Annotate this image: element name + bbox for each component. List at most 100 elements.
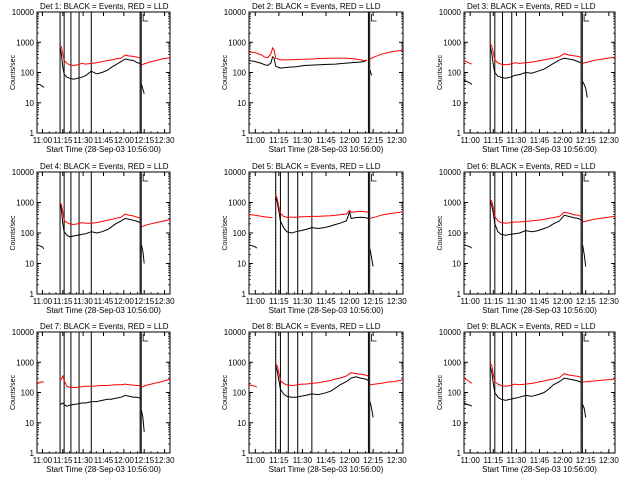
xtick-label: 11:45 — [316, 456, 336, 465]
series-events-segment-1 — [463, 402, 472, 407]
chart-title: Det 9: BLACK = Events, RED = LLD — [467, 322, 596, 331]
xtick-label: 11:45 — [530, 456, 550, 465]
y-axis-label: Counts/sec — [437, 215, 444, 251]
y-axis-label: Counts/sec — [222, 215, 229, 251]
xtick-label: 12:15 — [134, 297, 155, 306]
y-axis-label: Counts/sec — [222, 54, 229, 90]
series-events-segment-1 — [248, 244, 258, 249]
series-lld-segment-1 — [36, 381, 44, 384]
ytick-label: 10000 — [12, 168, 35, 177]
chart-panel-3: 1 10 100 1000 10000 11:00 11:15 11:30 11:45 12:00… — [437, 2, 619, 154]
y-axis-label: Counts/sec — [10, 54, 17, 90]
xtick-label: 12:00 — [340, 297, 361, 306]
xtick-label: 11:30 — [73, 456, 93, 465]
series-events-segment-2 — [59, 47, 141, 80]
chart-panel-7: 1 10 100 1000 10000 11:00 11:15 11:30 11:45 12:00… — [10, 322, 175, 474]
chart-title: Det 7: BLACK = Events, RED = LLD — [40, 322, 169, 331]
plot-frame — [248, 11, 404, 134]
x-axis-label: Start Time (28-Sep-03 10:56:00) — [482, 145, 597, 154]
xtick-label: 12:00 — [114, 136, 135, 145]
chart-title: Det 6: BLACK = Events, RED = LLD — [467, 162, 596, 171]
ytick-label: 1000 — [443, 358, 461, 367]
series-events-segment-3 — [582, 81, 588, 98]
chart-panel-2: 1 10 100 1000 10000 11:00 11:15 11:30 11:45 12:00… — [222, 2, 407, 154]
y-axis-label: Counts/sec — [437, 54, 444, 90]
series-lld-segment-1 — [463, 377, 473, 384]
xtick-label: 11:45 — [316, 297, 336, 306]
xtick-label: 12:15 — [363, 456, 384, 465]
xtick-label: 12:15 — [576, 456, 597, 465]
ytick-label: 1000 — [228, 38, 246, 47]
y-axis-label: Counts/sec — [10, 374, 17, 410]
series-events-segment-1 — [463, 244, 473, 249]
ytick-label: 1 — [30, 449, 35, 458]
y-axis-label: Counts/sec — [437, 374, 444, 410]
xtick-label: 11:00 — [460, 297, 480, 306]
xtick-label: 11:00 — [33, 297, 53, 306]
series-events-segment-1 — [275, 365, 369, 398]
x-axis-label: Start Time (28-Sep-03 10:56:00) — [269, 306, 384, 315]
ytick-label: 10 — [25, 99, 34, 108]
series-events-segment-3 — [141, 244, 145, 264]
series-lld-segment-3 — [141, 378, 171, 388]
ytick-label: 100 — [21, 69, 35, 78]
gap-bracket — [142, 14, 149, 22]
series-events-segment-2 — [369, 401, 374, 418]
series-lld-segment-3 — [369, 379, 404, 386]
series-events-segment-1 — [463, 79, 473, 85]
ytick-label: 100 — [21, 389, 35, 398]
xtick-label: 12:00 — [553, 456, 574, 465]
xtick-label: 11:30 — [73, 297, 93, 306]
x-axis-label: Start Time (28-Sep-03 10:56:00) — [46, 306, 161, 315]
series-lld-segment-1 — [248, 214, 273, 219]
xtick-label: 11:30 — [293, 297, 313, 306]
series-lld-segment-1 — [59, 44, 141, 67]
xtick-label: 11:30 — [73, 136, 93, 145]
ytick-label: 1 — [457, 449, 462, 458]
ytick-label: 1000 — [228, 358, 246, 367]
xtick-label: 12:00 — [553, 136, 574, 145]
series-events-segment-3 — [369, 248, 374, 267]
xtick-label: 12:30 — [155, 456, 176, 465]
series-lld-segment-1 — [489, 198, 582, 224]
xtick-label: 11:15 — [269, 136, 289, 145]
gap-bracket — [371, 14, 377, 22]
gap-bracket — [583, 174, 590, 182]
series-lld-segment-2 — [59, 374, 141, 389]
xtick-label: 11:15 — [269, 297, 289, 306]
x-axis-label: Start Time (28-Sep-03 10:56:00) — [46, 145, 161, 154]
series-lld-segment-1 — [248, 46, 367, 61]
series-events-segment-1 — [36, 244, 45, 250]
series-lld-segment-2 — [141, 57, 171, 66]
ytick-label: 10000 — [439, 328, 462, 337]
xtick-label: 12:15 — [134, 456, 155, 465]
ytick-label: 1 — [457, 129, 462, 138]
xtick-label: 11:00 — [460, 456, 480, 465]
xtick-label: 11:45 — [530, 297, 550, 306]
xtick-label: 12:30 — [387, 136, 408, 145]
xtick-label: 11:00 — [460, 136, 480, 145]
xtick-label: 11:00 — [246, 456, 266, 465]
xtick-label: 11:00 — [246, 136, 266, 145]
xtick-label: 12:15 — [576, 297, 597, 306]
series-events-segment-2 — [141, 410, 145, 432]
xtick-label: 11:30 — [507, 456, 527, 465]
series-events-segment-1 — [59, 394, 141, 407]
xtick-label: 11:15 — [53, 456, 73, 465]
x-axis-label: Start Time (28-Sep-03 10:56:00) — [46, 465, 161, 474]
xtick-label: 12:30 — [599, 136, 620, 145]
ytick-label: 10 — [237, 260, 246, 269]
x-axis-label: Start Time (28-Sep-03 10:56:00) — [482, 465, 597, 474]
series-lld-segment-3 — [369, 211, 404, 219]
plot-frame — [463, 11, 616, 134]
plot-frame — [463, 331, 616, 454]
gap-bracket — [142, 334, 149, 342]
ytick-label: 10000 — [439, 168, 462, 177]
series-events-segment-1 — [37, 84, 45, 88]
xtick-label: 12:15 — [134, 136, 155, 145]
gap-bracket — [371, 334, 377, 342]
ytick-label: 10 — [452, 260, 461, 269]
ytick-label: 100 — [448, 389, 462, 398]
